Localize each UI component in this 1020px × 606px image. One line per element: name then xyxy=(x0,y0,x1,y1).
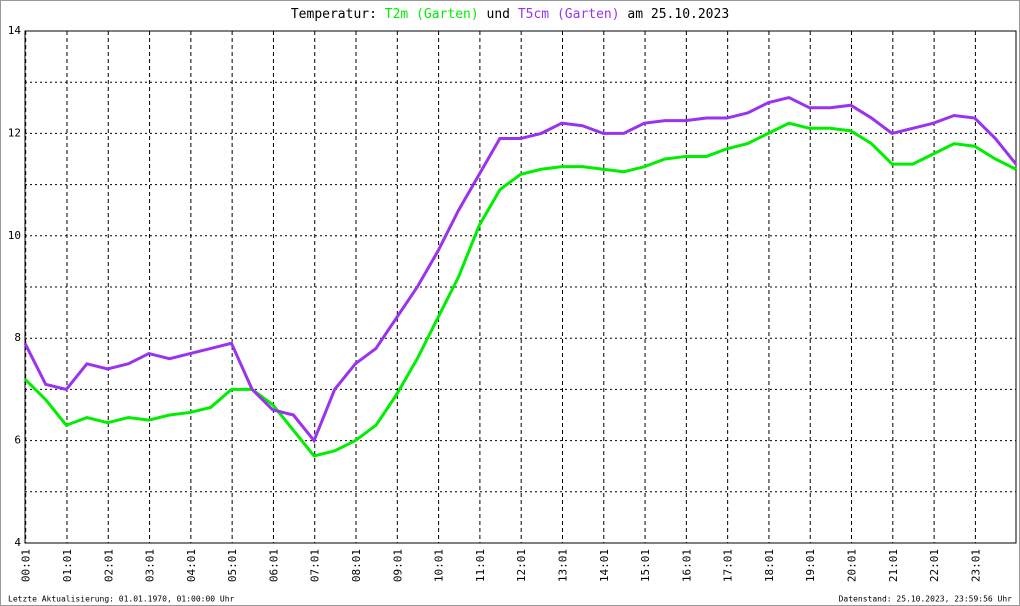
x-tick-label: 23:01 xyxy=(969,549,982,582)
data-line xyxy=(23,121,1017,458)
data-line xyxy=(23,95,1018,444)
x-tick-label: 11:01 xyxy=(474,549,487,582)
x-tick-label: 21:01 xyxy=(887,549,900,582)
y-tick-label: 12 xyxy=(8,126,21,139)
y-tick-label: 8 xyxy=(14,331,21,344)
x-tick-label: 17:01 xyxy=(722,549,735,582)
title-part: und xyxy=(487,7,510,22)
x-tick-label: 16:01 xyxy=(680,549,693,582)
x-tick-label: 09:01 xyxy=(391,549,404,582)
x-tick-label: 20:01 xyxy=(846,549,859,582)
plot-border xyxy=(24,30,1017,544)
x-tick-label: 10:01 xyxy=(433,549,446,582)
x-tick-label: 18:01 xyxy=(763,549,776,582)
y-tick-label: 10 xyxy=(8,229,21,242)
y-tick-label: 4 xyxy=(14,536,21,549)
x-tick-label: 14:01 xyxy=(598,549,611,582)
x-tick-label: 13:01 xyxy=(556,549,569,582)
x-tick-label: 12:01 xyxy=(515,549,528,582)
x-tick-label: 02:01 xyxy=(102,549,115,582)
x-tick-label: 01:01 xyxy=(61,549,74,582)
x-tick-label: 03:01 xyxy=(144,549,157,582)
x-tick-label: 05:01 xyxy=(226,549,239,582)
x-tick-label: 08:01 xyxy=(350,549,363,582)
footer-right: Datenstand: 25.10.2023, 23:59:56 Uhr xyxy=(839,595,1013,604)
x-tick-label: 04:01 xyxy=(185,549,198,582)
y-tick-label: 14 xyxy=(8,24,22,37)
x-tick-label: 22:01 xyxy=(928,549,941,582)
x-tick-label: 00:01 xyxy=(20,549,33,582)
chart-title: Temperatur: T2m (Garten) und T5cm (Garte… xyxy=(291,7,729,22)
title-part: am 25.10.2023 xyxy=(627,7,729,22)
title-series: T2m (Garten) xyxy=(385,7,479,22)
x-tick-label: 19:01 xyxy=(804,549,817,582)
title-part: Temperatur: xyxy=(291,7,377,22)
x-tick-label: 06:01 xyxy=(267,549,280,582)
y-tick-label: 6 xyxy=(14,434,21,447)
x-tick-label: 15:01 xyxy=(639,549,652,582)
x-tick-label: 07:01 xyxy=(309,549,322,582)
footer-left: Letzte Aktualisierung: 01.01.1970, 01:00… xyxy=(8,595,235,604)
title-series: T5cm (Garten) xyxy=(518,7,620,22)
